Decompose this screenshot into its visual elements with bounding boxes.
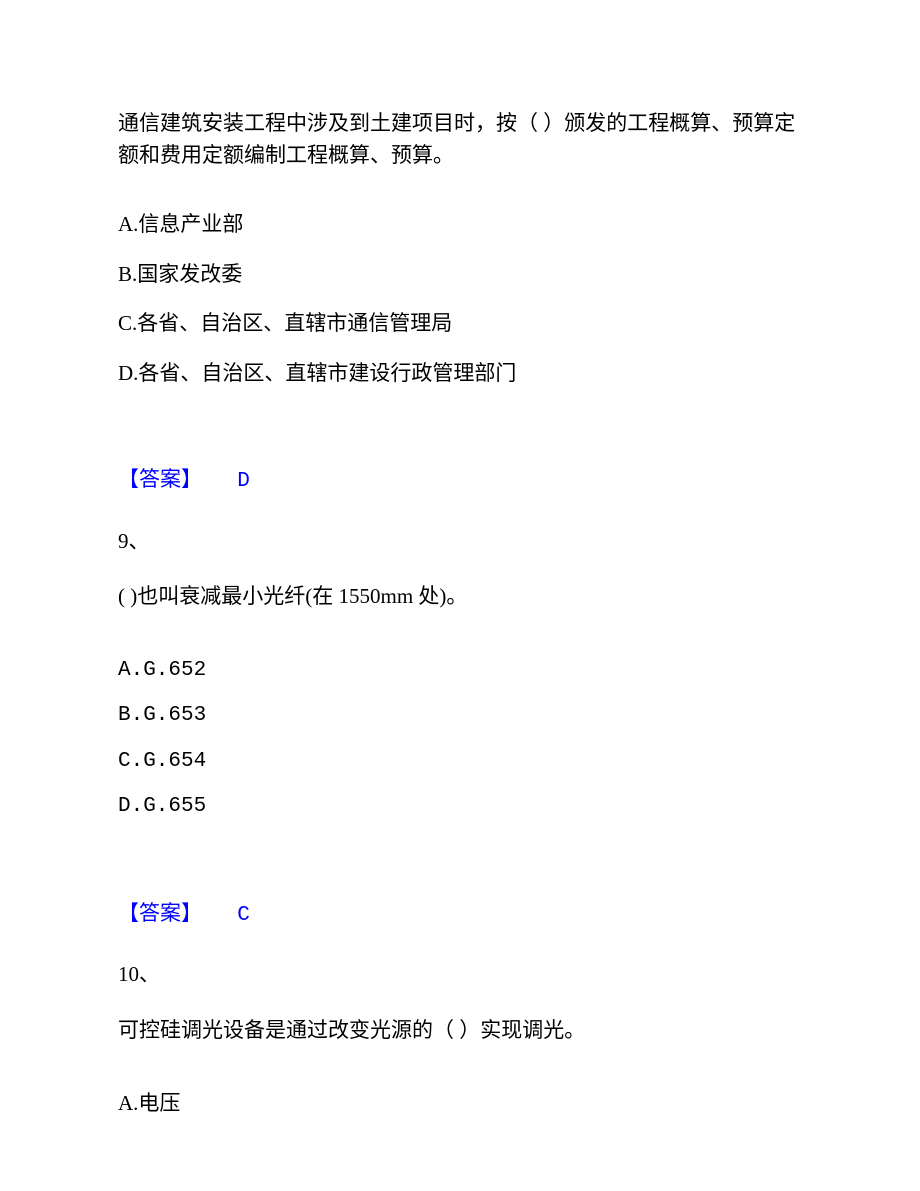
- q8-stem: 通信建筑安装工程中涉及到土建项目时，按（ ）颁发的工程概算、预算定额和费用定额编…: [118, 108, 802, 171]
- q10-number: 10、: [118, 959, 802, 991]
- q8-option-d: D.各省、自治区、直辖市建设行政管理部门: [118, 358, 802, 390]
- q9-option-a: A.G.652: [118, 655, 802, 687]
- q8-answer-letter: D: [237, 470, 250, 493]
- q8-answer-label: 【答案】: [118, 467, 202, 491]
- q8-option-c: C.各省、自治区、直辖市通信管理局: [118, 308, 802, 340]
- q9-answer-letter: C: [237, 904, 250, 927]
- q9-option-c: C.G.654: [118, 746, 802, 778]
- q10-option-a: A.电压: [118, 1088, 802, 1120]
- q9-option-d: D.G.655: [118, 791, 802, 823]
- q9-answer: 【答案】 C: [118, 898, 802, 932]
- q8-answer: 【答案】 D: [118, 464, 802, 498]
- q9-answer-label: 【答案】: [118, 901, 202, 925]
- q8-option-a: A.信息产业部: [118, 209, 802, 241]
- q8-option-b: B.国家发改委: [118, 259, 802, 291]
- q9-stem: ( )也叫衰减最小光纤(在 1550mm 处)。: [118, 581, 802, 613]
- q9-number: 9、: [118, 526, 802, 558]
- q10-stem: 可控硅调光设备是通过改变光源的（ ）实现调光。: [118, 1015, 802, 1047]
- q9-option-b: B.G.653: [118, 700, 802, 732]
